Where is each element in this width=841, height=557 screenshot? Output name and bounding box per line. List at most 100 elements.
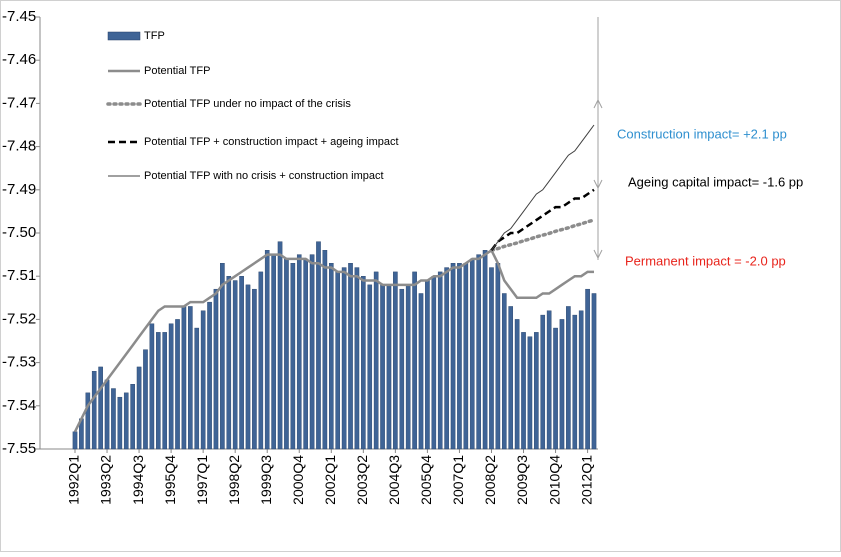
bar [226,276,232,450]
bar [258,271,264,450]
x-tick-label: 1993Q2 [98,455,114,505]
bar [91,371,97,450]
bar [290,263,296,450]
bar [220,263,225,450]
bar [72,431,78,450]
bar [553,327,558,450]
x-tick-label: 2008Q2 [482,455,498,505]
bar [540,314,546,450]
bar [469,258,475,450]
bar [239,276,244,450]
x-tick-label: 1997Q1 [194,455,210,505]
x-tick-label: 2000Q4 [290,455,306,505]
bar [457,263,462,450]
bar [501,293,507,450]
arrow-down [593,179,603,189]
x-tick-label: 1992Q1 [66,455,82,505]
legend-label: Potential TFP with no crisis + construct… [144,170,384,182]
legend-label: Potential TFP [144,65,210,77]
bar [431,276,437,450]
x-tick-label: 2010Q4 [546,455,562,505]
bar [482,250,488,450]
bar [386,284,392,450]
bar [418,293,424,450]
bar [188,306,193,450]
bar [559,319,565,450]
bar [348,263,353,450]
legend-label: TFP [144,30,165,42]
bar [271,254,276,450]
bar [143,349,148,450]
bar [296,254,302,450]
annotation: Permanent impact = -2.0 pp [625,253,786,268]
y-tick-label: -7.48 [2,138,36,155]
x-tick-label: 2007Q1 [450,455,466,505]
bar [476,254,481,450]
bar [508,306,514,450]
bar [232,280,238,450]
bar [322,250,328,450]
annotation: Construction impact= +2.1 pp [617,126,787,141]
bar [136,366,142,450]
bar [585,288,590,450]
bar [85,392,91,450]
bar [277,241,283,450]
bar [489,267,494,450]
x-tick-label: 2003Q2 [354,455,370,505]
bar [194,327,200,450]
x-tick-label: 2009Q3 [514,455,530,505]
bar [572,314,578,450]
bar [284,258,289,450]
x-tick-label: 2012Q1 [578,455,594,505]
line-series [73,248,594,433]
bar [335,271,341,450]
bar [175,319,180,450]
bar [444,267,449,450]
arrow-up [593,99,603,109]
bar [463,263,469,450]
bar [98,366,103,450]
bar [309,254,315,450]
bar [591,293,597,450]
bar [245,284,251,450]
annotation: Ageing capital impact= -1.6 pp [628,174,803,189]
bar [303,258,308,450]
legend-swatch [107,31,141,41]
x-tick-label: 1994Q3 [130,455,146,505]
bar [393,271,398,450]
arrow-down [593,249,603,259]
bar [361,276,366,450]
bar [149,323,155,450]
line-series [489,218,596,253]
bar [200,310,206,450]
line-series [490,188,595,252]
y-tick-label: -7.49 [2,181,36,198]
y-tick-label: -7.52 [2,310,36,327]
bar [495,263,501,450]
bar [437,271,443,450]
bar [450,263,456,450]
y-tick-label: -7.47 [2,94,36,111]
line-series [491,124,595,251]
legend-label: Potential TFP under no impact of the cri… [144,98,351,110]
bar [405,284,411,450]
x-tick-label: 1998Q2 [226,455,242,505]
x-tick-label: 1999Q3 [258,455,274,505]
bar [425,280,430,450]
bar [213,288,219,450]
legend-label: Potential TFP + construction impact + ag… [144,136,399,148]
bar [354,267,360,450]
bar [546,310,552,450]
bar [316,241,321,450]
y-tick-label: -7.51 [2,267,36,284]
bar [104,379,110,450]
bar [373,271,379,450]
bar [527,336,533,450]
bar [123,392,129,450]
bar [117,396,123,450]
x-tick-label: 2004Q3 [386,455,402,505]
bar [130,384,135,450]
bar [252,288,257,450]
bar [328,263,334,450]
